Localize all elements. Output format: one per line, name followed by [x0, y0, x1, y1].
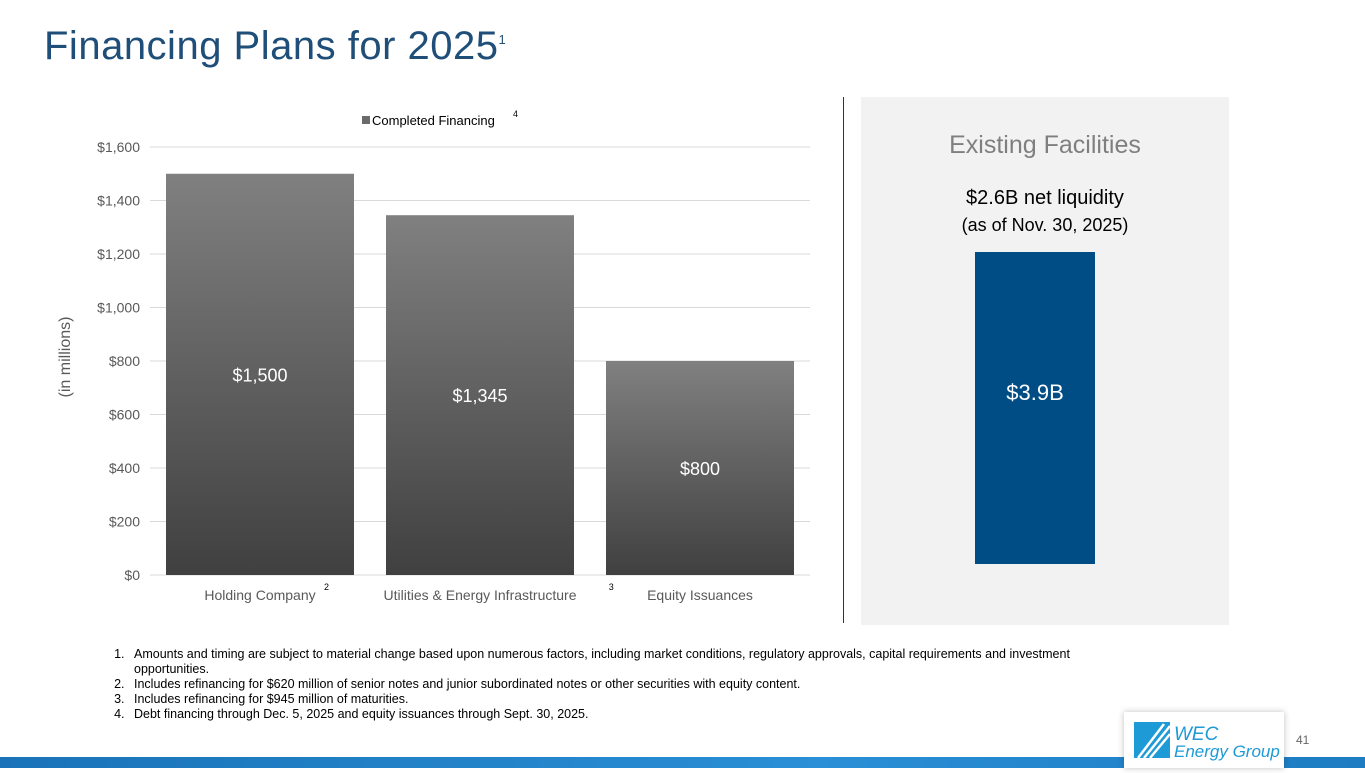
divider — [843, 97, 844, 623]
net-liquidity: $2.6B net liquidity — [966, 187, 1124, 209]
bar-data-label: $1,500 — [232, 365, 287, 385]
y-tick-label: $800 — [109, 353, 140, 369]
footnote: Includes refinancing for $945 million of… — [128, 692, 1088, 707]
footnote: Debt financing through Dec. 5, 2025 and … — [128, 707, 1088, 722]
facilities-bar — [975, 252, 1095, 564]
x-tick-footnote: 2 — [324, 582, 329, 592]
logo-mark-icon: WEC Energy Group — [1134, 722, 1280, 761]
existing-facilities-panel: Existing Facilities $2.6B net liquidity … — [861, 97, 1229, 625]
x-tick-label: Equity Issuances — [647, 587, 753, 603]
x-tick-label: Holding Company — [204, 587, 315, 603]
y-axis-label: (in millions) — [57, 317, 74, 398]
bar-chart: $0 $200 $400 $600 $800 $1,000 $1,200 $1,400 $1,6… — [57, 109, 810, 603]
title-footnote: 1 — [498, 32, 507, 47]
logo-line1: WEC — [1174, 724, 1219, 745]
y-tick-label: $1,600 — [97, 139, 140, 155]
facilities-bar-label: $3.9B — [1006, 380, 1064, 405]
x-tick-footnote: 3 — [609, 582, 614, 592]
wec-logo: WEC Energy Group — [1124, 712, 1284, 768]
page-number: 41 — [1296, 733, 1310, 747]
footnotes: Amounts and timing are subject to materi… — [100, 647, 1088, 722]
y-tick-label: $400 — [109, 460, 140, 476]
footnote: Amounts and timing are subject to materi… — [128, 647, 1088, 677]
y-tick-label: $200 — [109, 514, 140, 530]
page-title: Financing Plans for 20251 — [44, 24, 506, 69]
logo-line2: Energy Group — [1174, 742, 1280, 761]
legend-footnote: 4 — [513, 109, 518, 119]
footer-stripe — [0, 757, 1365, 768]
y-tick-label: $1,400 — [97, 193, 140, 209]
x-tick-label: Utilities & Energy Infrastructure — [384, 587, 577, 603]
legend-label: Completed Financing — [372, 113, 495, 128]
legend-swatch — [362, 116, 370, 124]
bar-data-label: $1,345 — [452, 386, 507, 406]
footnote: Includes refinancing for $620 million of… — [128, 677, 1088, 692]
as-of-date: (as of Nov. 30, 2025) — [961, 215, 1129, 235]
chart-legend: Completed Financing 4 — [362, 109, 518, 128]
facilities-title: Existing Facilities — [949, 131, 1141, 159]
title-text: Financing Plans for 2025 — [44, 24, 499, 68]
bar — [606, 361, 794, 575]
y-tick-label: $0 — [124, 567, 140, 583]
bar — [166, 173, 354, 575]
y-tick-label: $1,200 — [97, 246, 140, 262]
bar — [386, 215, 574, 575]
y-tick-label: $1,000 — [97, 300, 140, 316]
y-tick-label: $600 — [109, 407, 140, 423]
bar-data-label: $800 — [680, 459, 720, 479]
